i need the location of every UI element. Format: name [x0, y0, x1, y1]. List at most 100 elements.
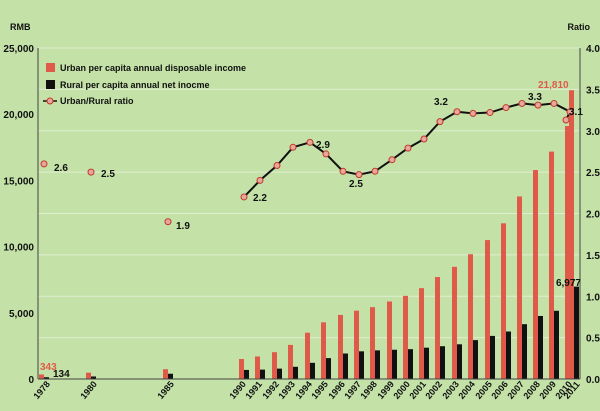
bar-rural-2011 — [574, 286, 579, 379]
left-axis-unit: RMB — [10, 22, 31, 32]
bar-urban-1978 — [39, 374, 44, 379]
right-tick-label: 0.5 — [586, 334, 600, 345]
bar-rural-2006 — [506, 331, 511, 379]
bar-rural-1980 — [91, 376, 96, 379]
annotation-label: 3.1 — [569, 107, 583, 118]
bar-urban-1999 — [387, 301, 392, 379]
bar-urban-1991 — [255, 356, 260, 379]
right-tick-label: 1.0 — [586, 292, 600, 303]
left-tick-label: 10,000 — [3, 243, 34, 254]
ratio-polyline — [243, 102, 572, 198]
bar-rural-1995 — [326, 358, 331, 379]
annotation-label: 2.5 — [101, 169, 115, 180]
bar-rural-1996 — [343, 353, 348, 379]
annotation-label: 6,977 — [556, 278, 581, 289]
bar-urban-2010 — [565, 125, 570, 379]
ratio-point-2010 — [566, 108, 574, 116]
bar-urban-1998 — [370, 307, 375, 379]
bar-rural-1997 — [359, 351, 364, 379]
bar-rural-1985 — [168, 373, 173, 379]
bar-rural-2003 — [457, 344, 462, 379]
bar-urban-2002 — [435, 277, 440, 379]
legend-swatch-rural — [46, 80, 55, 89]
bars — [39, 90, 579, 380]
ratio-point-1985 — [164, 218, 172, 226]
bar-rural-2001 — [424, 347, 429, 379]
ratio-point-2006 — [502, 104, 510, 112]
ratio-point-1995 — [322, 150, 330, 158]
bar-urban-2007 — [517, 196, 522, 379]
ratio-point-2008 — [534, 101, 542, 109]
bar-rural-1993 — [293, 366, 298, 379]
ratio-point-1996 — [339, 167, 347, 175]
bar-urban-2003 — [452, 266, 457, 379]
bar-urban-2001 — [419, 288, 424, 379]
legend-swatch-urban — [46, 63, 55, 72]
bar-urban-2004 — [468, 254, 473, 379]
bar-rural-1991 — [260, 369, 265, 379]
ratio-point-2003 — [453, 108, 461, 116]
right-tick-label: 1.5 — [586, 251, 600, 262]
bar-urban-1995 — [321, 322, 326, 379]
gridlines — [38, 47, 580, 339]
annotation-label: 1.9 — [176, 221, 190, 232]
right-tick-label: 4.0 — [586, 44, 600, 55]
right-tick-label: 3.5 — [586, 85, 600, 96]
annotation-label: 134 — [53, 369, 70, 380]
legend-label-ratio: Urban/Rural ratio — [60, 96, 134, 106]
ratio-point-2007 — [518, 99, 526, 107]
bar-urban-1990 — [239, 359, 244, 379]
bar-rural-2002 — [440, 346, 445, 379]
bar-urban-1985 — [163, 369, 168, 379]
right-tick-label: 0.0 — [586, 375, 600, 386]
left-tick-label: 0 — [28, 375, 34, 386]
axes: RMB Ratio — [10, 22, 591, 380]
legend-label-rural: Rural per capita annual net inocme — [60, 80, 210, 90]
right-tick-label: 2.5 — [586, 168, 600, 179]
ratio-point-1997 — [355, 171, 363, 179]
bar-rural-2009 — [554, 310, 559, 379]
right-tick-label: 3.0 — [586, 127, 600, 138]
legend-label-urban: Urban per capita annual disposable incom… — [60, 63, 246, 73]
ratio-point-1978 — [40, 160, 48, 168]
ratio-point-2001 — [420, 135, 428, 143]
ratio-point-2004 — [469, 109, 477, 117]
bar-rural-2008 — [538, 315, 543, 379]
ratio-point-2009 — [550, 99, 558, 107]
ratio-point-2000 — [404, 144, 412, 152]
annotation-label: 21,810 — [538, 80, 569, 91]
ratio-line — [40, 99, 574, 226]
bar-urban-2009 — [549, 151, 554, 379]
ratio-point-1993 — [289, 143, 297, 151]
bar-rural-1990 — [244, 369, 249, 379]
bar-urban-2011 — [569, 90, 574, 380]
annotation-label: 2.6 — [54, 163, 68, 174]
annotation-label: 343 — [40, 362, 57, 373]
bar-urban-1992 — [272, 352, 277, 379]
left-tick-labels: 0 5,000 10,000 15,000 20,000 25,000 — [3, 44, 34, 386]
left-tick-label: 5,000 — [9, 309, 34, 320]
right-tick-labels: 0.0 0.5 1.0 1.5 2.0 2.5 3.0 3.5 4.0 — [586, 44, 600, 386]
left-tick-label: 20,000 — [3, 110, 34, 121]
bar-rural-1994 — [310, 362, 315, 379]
legend-marker-ratio — [46, 97, 54, 105]
bar-rural-2007 — [522, 324, 527, 379]
bar-urban-1996 — [338, 314, 343, 379]
ratio-point-1992 — [273, 162, 281, 170]
legend: Urban per capita annual disposable incom… — [43, 63, 246, 106]
bar-urban-1980 — [86, 372, 91, 379]
bar-urban-1997 — [354, 310, 359, 379]
ratio-point-1994 — [306, 138, 314, 146]
ratio-point-1990 — [240, 193, 248, 201]
bar-rural-1992 — [277, 368, 282, 379]
annotation-label: 3.3 — [528, 92, 542, 103]
bar-rural-1999 — [392, 349, 397, 379]
ratio-point-2002 — [436, 118, 444, 126]
left-tick-label: 25,000 — [3, 44, 34, 55]
ratio-point-1999 — [388, 156, 396, 164]
right-tick-label: 2.0 — [586, 210, 600, 221]
annotation-label: 2.2 — [253, 193, 267, 204]
ratio-point-1991 — [256, 176, 264, 184]
annotation-label: 2.5 — [349, 179, 363, 190]
